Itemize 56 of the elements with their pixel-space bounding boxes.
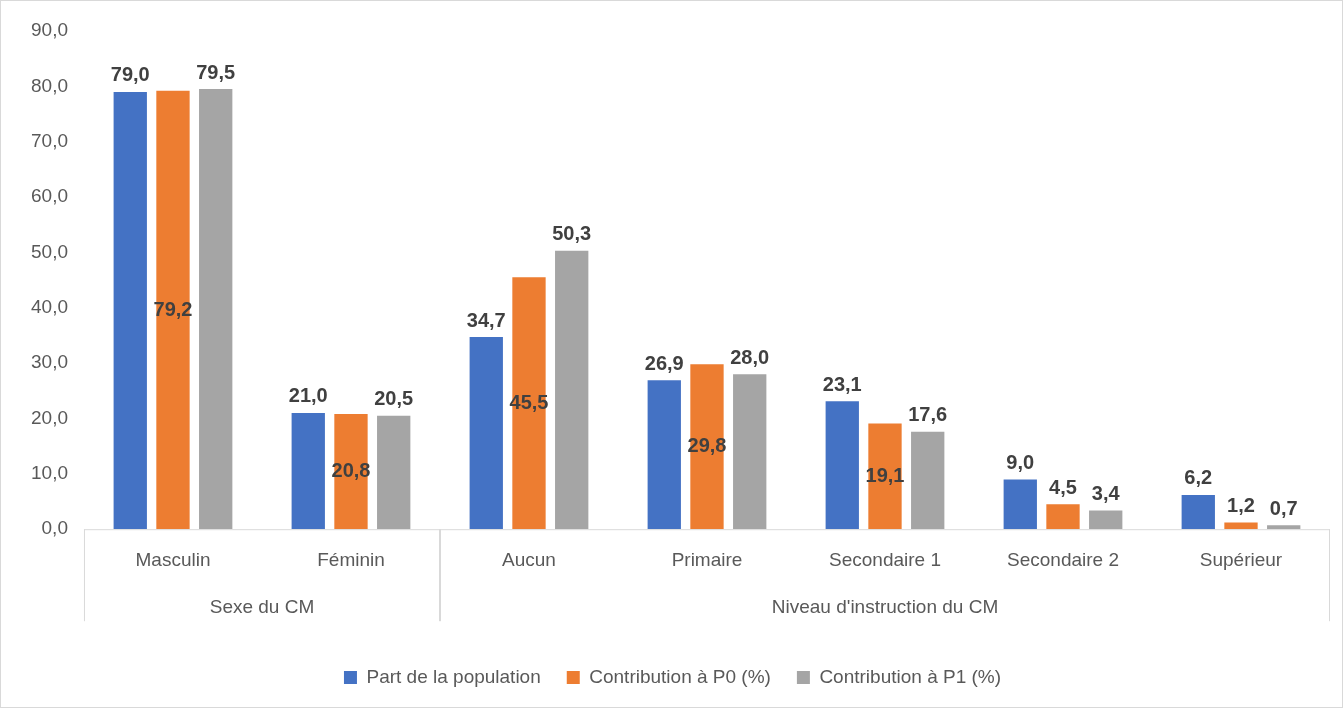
bar — [1003, 479, 1037, 530]
y-tick-label: 30,0 — [31, 351, 68, 373]
data-label: 6,2 — [1184, 466, 1213, 489]
data-label: 26,9 — [644, 351, 684, 374]
x-tick-label: Féminin — [317, 548, 385, 570]
legend-label: Contribution à P0 (%) — [589, 665, 771, 687]
data-label: 1,2 — [1227, 494, 1255, 517]
data-label: 34,7 — [466, 308, 506, 331]
bar — [647, 380, 681, 530]
x-tick-label: Supérieur — [1199, 548, 1283, 570]
bar — [113, 91, 147, 530]
y-tick-label: 60,0 — [31, 185, 68, 207]
y-tick-label: 40,0 — [31, 296, 68, 318]
bar — [1181, 494, 1215, 530]
x-tick-label: Aucun — [502, 548, 556, 570]
data-label: 3,4 — [1091, 481, 1121, 504]
x-tick-label: Masculin — [135, 548, 211, 570]
y-tick-label: 50,0 — [31, 240, 68, 262]
data-label: 21,0 — [288, 384, 328, 407]
data-label: 23,1 — [822, 372, 862, 395]
y-tick-label: 70,0 — [31, 129, 68, 151]
bar — [1267, 525, 1301, 530]
y-tick-label: 0,0 — [41, 517, 68, 539]
text: Niveau d'instruction du CM — [771, 596, 999, 618]
bar — [291, 412, 325, 530]
bar — [1224, 522, 1258, 530]
data-label: 0,7 — [1269, 496, 1298, 519]
bar — [156, 90, 190, 530]
data-label: 9,0 — [1006, 450, 1035, 473]
x-tick-label: Primaire — [671, 548, 743, 570]
data-label: 50,3 — [552, 222, 592, 245]
data-label: 20,5 — [374, 387, 414, 410]
text: Sexe du CM — [209, 596, 315, 618]
legend-label: Contribution à P1 (%) — [819, 665, 1002, 687]
bar — [911, 431, 945, 530]
bar — [469, 337, 503, 530]
y-tick-label: 80,0 — [31, 74, 68, 96]
bar — [690, 364, 724, 530]
x-tick-label: Secondaire 2 — [1007, 548, 1119, 570]
bar — [733, 374, 767, 530]
legend-label: Part de la population — [366, 665, 541, 687]
y-tick-label: 10,0 — [31, 462, 68, 484]
bar — [1089, 510, 1123, 530]
y-tick-label: 20,0 — [31, 406, 68, 428]
bar — [199, 89, 233, 530]
bar — [1046, 504, 1080, 530]
data-label: 17,6 — [908, 403, 948, 426]
data-label: 79,0 — [110, 63, 150, 86]
data-label: 28,0 — [730, 345, 770, 368]
bar — [825, 401, 859, 530]
data-label: 79,5 — [196, 60, 236, 83]
x-tick-label: Secondaire 1 — [829, 548, 941, 570]
y-tick-label: 90,0 — [31, 19, 68, 41]
bar — [555, 250, 589, 530]
bar — [377, 415, 411, 530]
data-label: 4,5 — [1049, 475, 1077, 498]
